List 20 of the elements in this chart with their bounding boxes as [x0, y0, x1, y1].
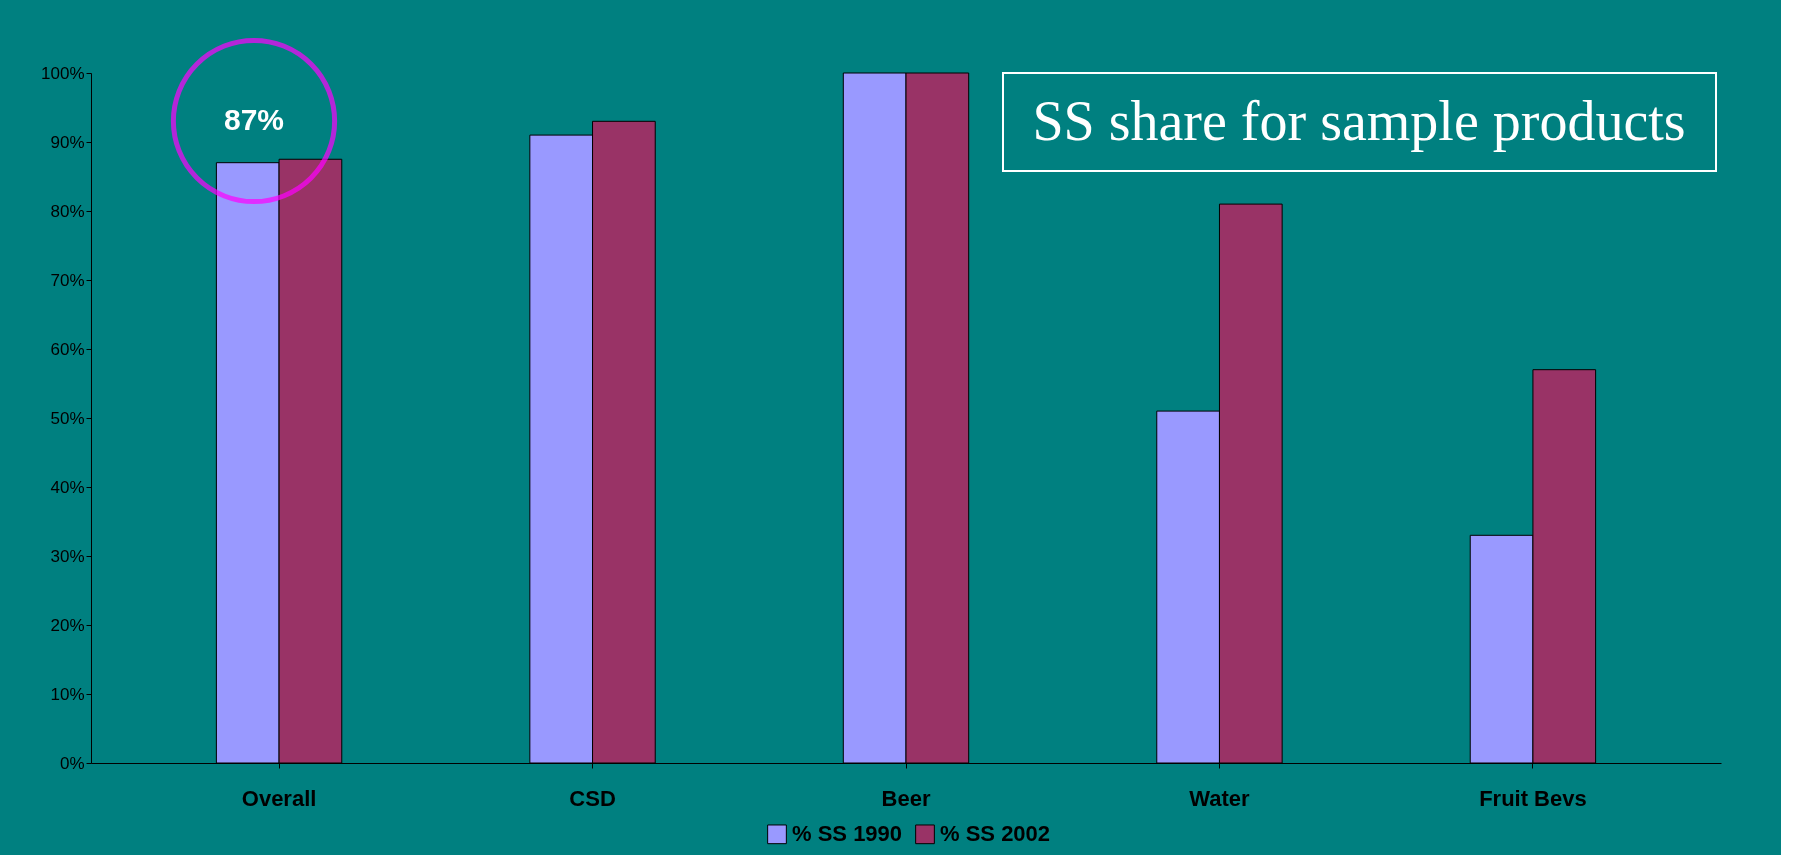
legend-label: % SS 1990 — [792, 821, 903, 847]
annotation: 87% — [223, 103, 285, 136]
x-tick-label: Water — [1189, 785, 1251, 811]
x-tick-label: Overall — [241, 785, 317, 811]
x-tick-label: Beer — [881, 785, 931, 811]
y-tick-label: 10% — [50, 684, 85, 704]
y-tick-label: 100% — [41, 63, 85, 83]
x-tick-label: CSD — [569, 785, 616, 811]
y-tick-label: 70% — [50, 270, 85, 290]
x-tick-label: Fruit Bevs — [1479, 785, 1587, 811]
y-tick-label: 0% — [59, 753, 85, 773]
y-tick-label: 90% — [50, 132, 85, 152]
y-tick-label: 30% — [50, 546, 85, 566]
chart-title: SS share for sample products — [1032, 90, 1686, 152]
y-tick-label: 60% — [50, 339, 85, 359]
legend-label: % SS 2002 — [940, 821, 1051, 847]
y-tick-label: 50% — [50, 408, 85, 428]
y-tick-label: 40% — [50, 477, 85, 497]
y-tick-label: 80% — [50, 201, 85, 221]
y-tick-label: 20% — [50, 615, 85, 635]
